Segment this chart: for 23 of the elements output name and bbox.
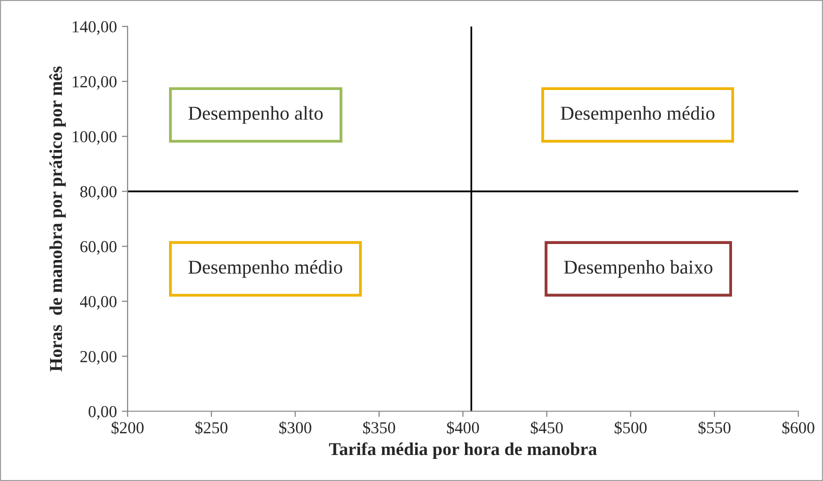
x-tick-label: $250 [195,421,228,435]
x-tick-label: $500 [614,421,647,435]
x-tick-label: $400 [446,421,479,435]
y-tick-label: 60,00 [80,241,117,255]
x-axis-title: Tarifa média por hora de manobra [329,442,597,459]
x-tick-label: $200 [112,421,144,435]
annotation: Desempenho médio [188,260,342,278]
y-axis-title: Horas de manobra por prático por mês [49,66,66,372]
x-tick-label: $600 [782,421,814,435]
y-tick-label: 40,00 [80,296,117,310]
y-tick-label: 120,00 [72,76,117,90]
annotation: Desempenho baixo [564,260,712,278]
annotation: Desempenho médio [560,106,714,124]
y-tick-label: 20,00 [80,350,117,365]
x-tick-label: $350 [363,421,396,435]
y-tick-label: 0,00 [88,406,117,420]
annotation: Desempenho alto [188,106,323,124]
y-tick-label: 100,00 [72,131,117,145]
x-tick-label: $300 [279,421,312,435]
x-tick-label: $450 [530,421,563,435]
y-tick-label: 80,00 [80,186,117,200]
x-tick-label: $550 [698,421,730,435]
y-tick-label: 140,00 [72,21,117,35]
